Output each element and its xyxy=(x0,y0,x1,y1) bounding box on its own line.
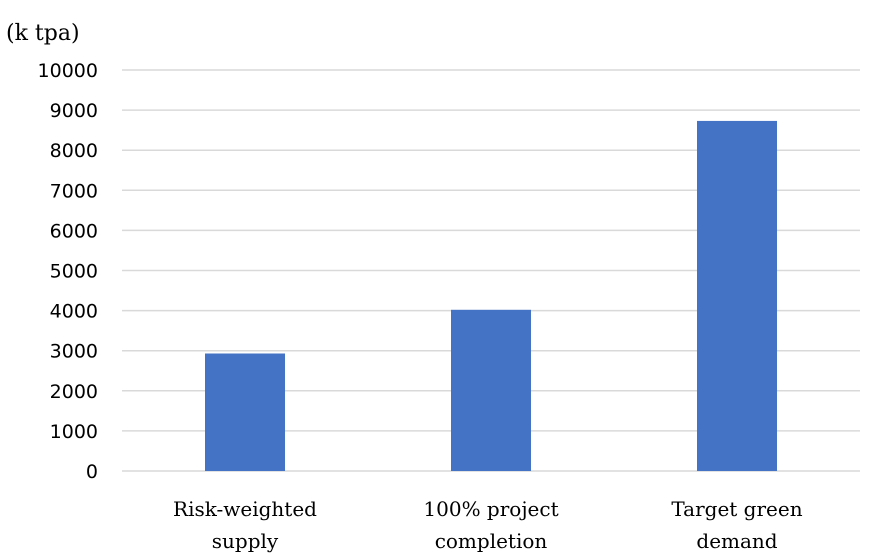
y-tick-label: 5000 xyxy=(50,261,98,283)
y-tick-label: 1000 xyxy=(50,421,98,443)
bar xyxy=(205,353,285,471)
y-tick-label: 10000 xyxy=(38,60,98,82)
bar xyxy=(451,309,531,471)
x-category-label: demand xyxy=(696,529,777,553)
y-tick-label: 9000 xyxy=(50,100,98,122)
y-tick-label: 6000 xyxy=(50,220,98,242)
y-tick-label: 0 xyxy=(86,461,98,483)
category-labels: Risk-weighted supply 100% project completio… xyxy=(173,497,803,553)
y-axis-unit-label: (k tpa) xyxy=(6,21,80,46)
bar xyxy=(697,120,777,471)
y-tick-label: 3000 xyxy=(50,341,98,363)
x-category-label: completion xyxy=(435,529,548,553)
y-tick-labels: 0 1000 2000 3000 4000 5000 6000 7000 8000 9000 100… xyxy=(38,60,98,483)
x-category-label: 100% project xyxy=(423,497,558,521)
x-category-label: Target green xyxy=(671,497,802,521)
bars xyxy=(205,120,777,471)
x-category-label: supply xyxy=(212,529,279,553)
y-tick-label: 4000 xyxy=(50,301,98,323)
y-tick-label: 7000 xyxy=(50,180,98,202)
y-tick-label: 8000 xyxy=(50,140,98,162)
y-tick-label: 2000 xyxy=(50,381,98,403)
x-category-label: Risk-weighted xyxy=(173,497,317,521)
